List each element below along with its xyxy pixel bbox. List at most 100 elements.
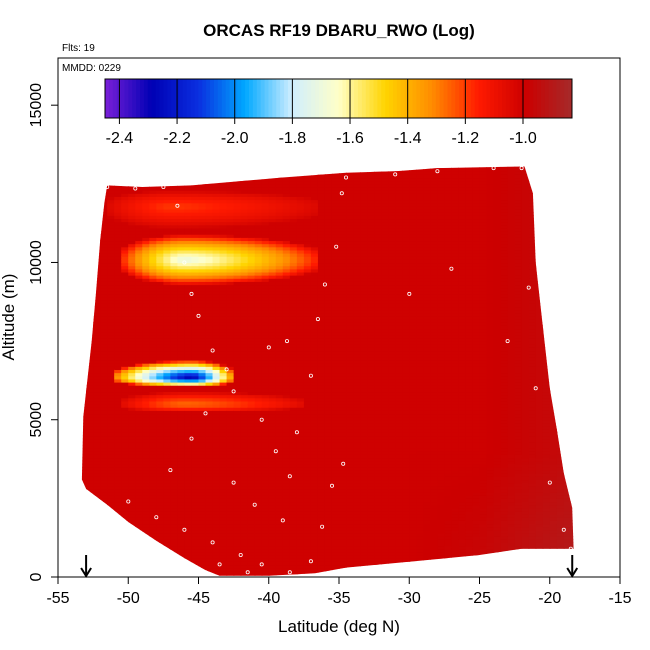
heatmap-cell [72,404,80,408]
heatmap-cell [233,325,242,330]
heatmap-cell [268,369,277,374]
heatmap-cell [149,262,157,267]
heatmap-cell [72,385,80,389]
heatmap-cell [282,259,291,264]
heatmap-cell [289,567,298,572]
heatmap-cell [149,268,157,273]
heatmap-cell [261,287,270,292]
heatmap-cell [205,394,214,399]
heatmap-cell [247,451,256,455]
heatmap-cell [170,404,179,408]
heatmap-cell [261,271,270,276]
heatmap-cell [72,306,80,310]
heatmap-cell [163,372,172,377]
heatmap-cell [296,268,305,273]
heatmap-cell [114,297,122,301]
heatmap-cell [205,460,214,465]
heatmap-cell [142,268,150,273]
heatmap-cell [254,353,263,358]
heatmap-cell [156,275,164,279]
heatmap-cell [170,337,179,342]
heatmap-cell [121,262,129,267]
heatmap-cell [177,271,186,276]
heatmap-cell [81,281,87,286]
heatmap-cell [149,463,157,468]
heatmap-cell [268,186,277,191]
heatmap-cell [233,517,242,521]
heatmap-cell [310,451,319,455]
heatmap-cell [177,378,186,383]
heatmap-cell [107,514,115,518]
heatmap-cell [128,558,136,562]
heatmap-cell [81,237,87,242]
heatmap-cell [72,291,80,295]
heatmap-cell [324,485,333,490]
heatmap-cell [240,554,249,559]
heatmap-cell [191,306,200,311]
heatmap-cell [93,243,101,248]
heatmap-cell [163,237,172,242]
heatmap-cell [226,385,235,389]
heatmap-cell [107,243,115,248]
heatmap-cell [275,488,284,493]
heatmap-cell [268,171,277,175]
heatmap-cell [81,221,87,226]
heatmap-cell [149,507,157,512]
heatmap-cell [212,249,221,254]
heatmap-cell [81,407,87,411]
heatmap-cell [219,529,228,534]
heatmap-cell [226,315,235,320]
heatmap-cell [135,199,143,204]
heatmap-cell [303,337,312,342]
heatmap-cell [142,501,150,506]
heatmap-cell [114,300,122,304]
heatmap-cell [254,262,263,267]
heatmap-cell [191,312,200,317]
heatmap-cell [247,457,256,462]
heatmap-cell [296,426,305,430]
heatmap-cell [331,488,340,493]
heatmap-cell [261,410,270,415]
heatmap-cell [72,178,80,182]
heatmap-cell [303,510,312,515]
heatmap-cell [81,284,87,289]
heatmap-cell [331,520,340,525]
heatmap-cell [149,385,157,389]
heatmap-cell [317,287,326,292]
heatmap-cell [296,171,305,175]
heatmap-cell [149,190,157,194]
heatmap-cell [212,514,221,518]
heatmap-cell [170,171,179,175]
heatmap-cell [170,444,179,449]
heatmap-cell [324,510,333,515]
heatmap-cell [248,162,256,166]
heatmap-cell [212,554,221,559]
heatmap-cell [212,293,221,298]
heatmap-cell [86,366,94,370]
heatmap-cell [86,306,94,311]
heatmap-cell [184,246,193,251]
heatmap-cell [191,208,200,213]
heatmap-cell [212,476,221,481]
heatmap-cell [170,256,179,260]
heatmap-cell [205,290,214,295]
heatmap-cell [163,391,172,396]
heatmap-cell [191,174,200,179]
heatmap-cell [184,426,193,430]
heatmap-cell [324,319,333,323]
heatmap-cell [86,460,94,465]
heatmap-cell [86,407,94,411]
heatmap-cell [142,394,150,399]
heatmap-cell [156,391,164,396]
heatmap-cell [240,369,249,374]
heatmap-cell [268,451,277,455]
heatmap-cell [261,347,270,352]
heatmap-cell [156,259,164,264]
heatmap-cell [317,410,326,415]
heatmap-cell [296,315,305,320]
heatmap-cell [296,205,305,210]
heatmap-cell [247,275,256,279]
heatmap-cell [72,262,80,266]
heatmap-cell [310,407,319,411]
heatmap-cell [86,561,94,566]
